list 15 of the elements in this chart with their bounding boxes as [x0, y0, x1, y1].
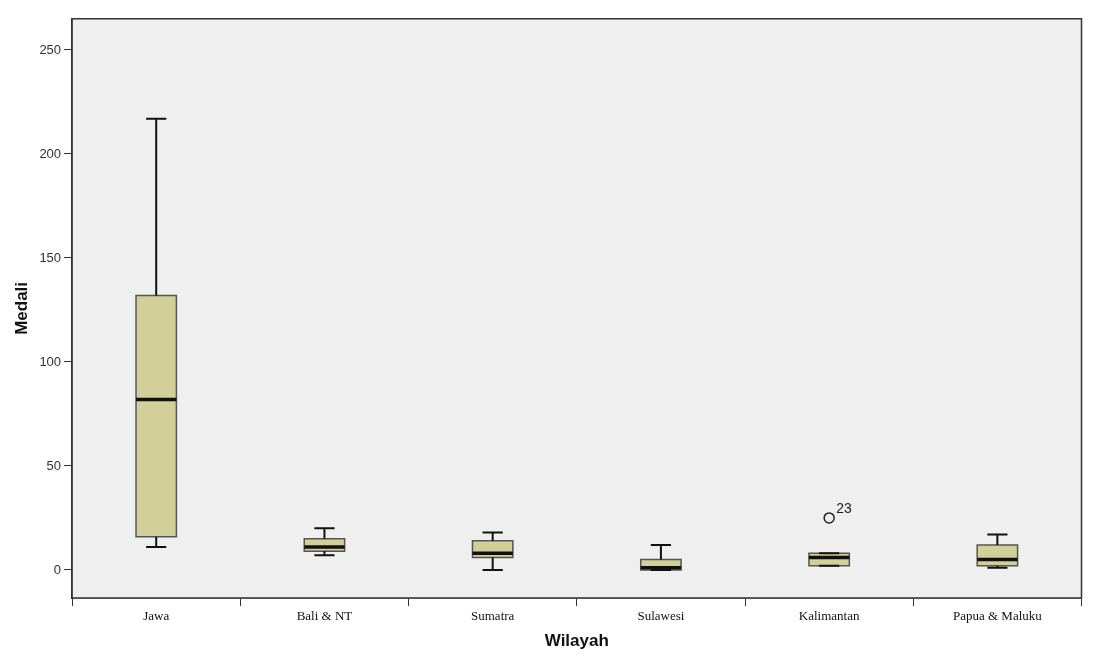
- x-tick-label: Sumatra: [471, 608, 515, 624]
- y-tick-label: 150: [39, 249, 62, 265]
- x-tick-label: Bali & NT: [296, 608, 353, 624]
- annotation: 23: [836, 499, 852, 516]
- y-tick-label: 200: [39, 145, 62, 161]
- y-axis-title: Medali: [11, 281, 31, 335]
- x-tick-label: Kalimantan: [798, 608, 860, 624]
- x-tick-label: Papua & Maluku: [952, 608, 1043, 624]
- y-tick-label: 100: [39, 353, 62, 369]
- y-tick-label: 0: [53, 561, 62, 577]
- y-tick-label: 250: [39, 41, 62, 57]
- x-tick-label: Sulawesi: [637, 608, 685, 624]
- y-tick-label: 50: [46, 457, 62, 473]
- x-tick-label: Jawa: [143, 608, 170, 624]
- x-axis-title: Wilayah: [544, 631, 609, 651]
